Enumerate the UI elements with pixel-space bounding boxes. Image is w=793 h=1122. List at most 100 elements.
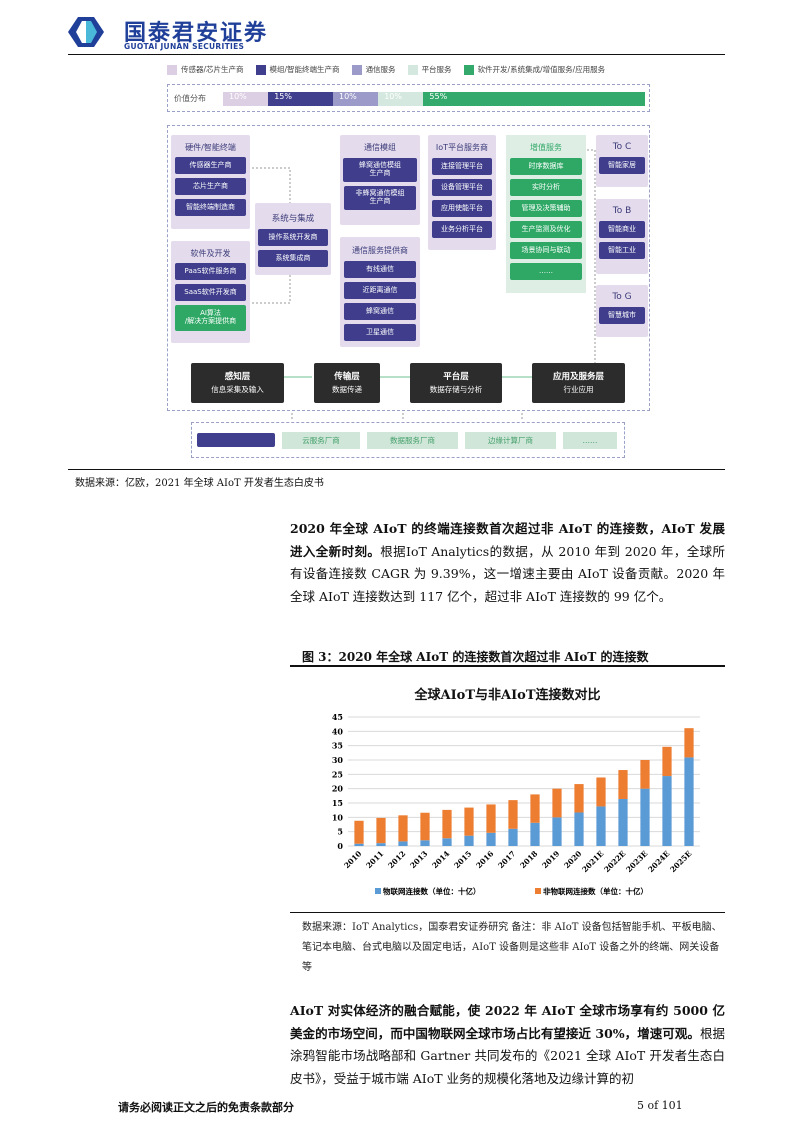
value-distribution: 价值分布 10% 15% 10% 10% 55% xyxy=(167,84,650,112)
footer-disclaimer: 请务必阅读正文之后的免责条款部分 xyxy=(118,1101,294,1114)
value-label: 价值分布 xyxy=(174,94,206,103)
item-box: 卫星通信 xyxy=(344,324,416,341)
connectors xyxy=(248,149,602,421)
layer-transport: 传输层 数据传递 xyxy=(314,363,380,403)
share-software: 55% xyxy=(423,92,645,106)
share-sensor: 10% xyxy=(223,92,269,106)
legend-item: 模组/智能终端生产商 xyxy=(255,64,340,75)
item-box: 智能工业 xyxy=(599,242,645,259)
item-box: 芯片生产商 xyxy=(175,178,246,195)
bar-iot xyxy=(684,757,694,846)
vendor-edge: 边缘计算厂商 xyxy=(465,432,556,449)
bar-iot xyxy=(486,832,496,846)
paragraph-body: 根据涂鸦智能市场战略部和 Gartner 共同发布的《2021 全球 AIoT … xyxy=(290,1025,725,1086)
item-box: AI算法 /解决方案提供商 xyxy=(175,305,246,331)
x-tick-label: 2015 xyxy=(452,849,473,870)
share-comm: 10% xyxy=(333,92,379,106)
to-b-panel: To B 智能商业 智能工业 xyxy=(596,199,648,274)
item-box: 实时分析 xyxy=(510,179,582,196)
y-tick-label: 20 xyxy=(332,784,344,794)
figure-title: 图 3：2020 年全球 AIoT 的连接数首次超过非 AIoT 的连接数 xyxy=(302,650,649,664)
x-tick-label: 2016 xyxy=(474,849,495,870)
item-box: 蜂窝通信模组 生产商 xyxy=(343,158,417,182)
bar-iot xyxy=(464,835,474,846)
panel-title: IoT平台服务商 xyxy=(435,143,489,152)
vendor-data: 数据服务厂商 xyxy=(367,432,458,449)
bar-iot xyxy=(376,843,386,846)
x-tick-label: 2012 xyxy=(386,849,407,870)
item-box: 设备管理平台 xyxy=(432,179,492,196)
item-box: 生产监测及优化 xyxy=(510,221,582,238)
source-rule xyxy=(68,469,725,470)
bar-non-iot xyxy=(464,807,474,836)
y-tick-label: 5 xyxy=(337,827,343,837)
y-tick-label: 35 xyxy=(332,741,343,751)
bar-non-iot xyxy=(596,777,606,807)
bar-non-iot xyxy=(442,809,452,839)
software-panel: 软件及开发 PaaS软件服务商 SaaS软件开发商 AI算法 /解决方案提供商 xyxy=(171,241,250,343)
x-tick-label: 2023E xyxy=(624,849,649,874)
item-box: 管理及决策辅助 xyxy=(510,200,582,217)
iot-platform-panel: IoT平台服务商 连接管理平台 设备管理平台 应用使能平台 业务分析平台 xyxy=(428,135,496,250)
bar-non-iot xyxy=(530,794,540,823)
paragraph-lead: 2020 年全球 AIoT 的终端连接数首次超过非 AIoT 的连接数，AIoT… xyxy=(290,521,725,559)
chart-source-note: 数据来源：IoT Analytics，国泰君安证券研究 备注：非 AIoT 设备… xyxy=(302,922,722,973)
legend-label: 非物联网连接数（单位：十亿） xyxy=(543,886,648,896)
value-legend: 传感器/芯片生产商 模组/智能终端生产商 通信服务 平台服务 软件开发/系统集成… xyxy=(167,64,605,75)
bar-non-iot xyxy=(354,820,364,844)
logo-mark-icon xyxy=(68,17,104,47)
bar-iot xyxy=(508,828,518,846)
bar-non-iot xyxy=(662,746,672,777)
layer-platform: 平台层 数据存储与分析 xyxy=(410,363,502,403)
bar-iot xyxy=(618,798,628,846)
item-box: 智能家居 xyxy=(599,157,645,174)
vendor-box xyxy=(191,422,625,458)
bar-non-iot xyxy=(640,760,650,789)
bar-iot xyxy=(596,806,606,846)
bar-iot xyxy=(662,776,672,846)
item-box: 近距离通信 xyxy=(344,282,416,299)
legend-swatch xyxy=(375,888,381,894)
legend-label: 物联网连接数（单位：十亿） xyxy=(383,886,481,896)
logo: 国泰君安证券 GUOTAI JUNAN SECURITIES xyxy=(68,15,288,51)
item-box: 智能终端制造商 xyxy=(175,199,246,216)
item-box: 操作系统开发商 xyxy=(258,229,328,246)
y-tick-label: 10 xyxy=(332,812,344,822)
layer-perception: 感知层 信息采集及输入 xyxy=(191,363,284,403)
item-box: 蜂窝通信 xyxy=(344,303,416,320)
legend-item: 传感器/芯片生产商 xyxy=(167,64,244,75)
vendor-cloud: 云服务厂商 xyxy=(282,432,360,449)
item-box: 智慧城市 xyxy=(599,307,645,324)
comm-module-panel: 通信模组 蜂窝通信模组 生产商 非蜂窝通信模组 生产商 xyxy=(340,135,420,225)
page-number: 5 of 101 xyxy=(637,1099,683,1112)
paragraph-1: 2020 年全球 AIoT 的终端连接数首次超过非 AIoT 的连接数，AIoT… xyxy=(290,518,725,608)
y-tick-label: 0 xyxy=(337,841,343,851)
bar-non-iot xyxy=(420,812,430,841)
legend-item: 软件开发/系统集成/增值服务/应用服务 xyxy=(463,64,605,75)
share-platform: 10% xyxy=(378,92,424,106)
paragraph-lead: AIoT 对实体经济的融合赋能，使 2022 年 AIoT 全球市场享有约 50… xyxy=(290,1003,725,1041)
bar-non-iot xyxy=(684,728,694,758)
value-added-panel: 增值服务 时序数据库 实时分析 管理及决策辅助 生产监测及优化 场景协同与联动 … xyxy=(506,135,586,293)
panel-title: 通信模组 xyxy=(364,143,396,152)
vendor-more: …… xyxy=(563,432,617,449)
vendor-bar xyxy=(197,433,275,447)
paragraph-body: 根据IoT Analytics的数据，从 2010 年到 2020 年，全球所有… xyxy=(290,543,725,604)
logo-english: GUOTAI JUNAN SECURITIES xyxy=(124,42,245,51)
bar-non-iot xyxy=(398,815,408,842)
item-box: 非蜂窝通信模组 生产商 xyxy=(344,186,416,210)
legend-item: 平台服务 xyxy=(407,64,452,75)
item-box: …… xyxy=(510,263,582,280)
panel-title: To G xyxy=(612,292,632,302)
item-box: 时序数据库 xyxy=(510,158,582,175)
x-tick-label: 2011 xyxy=(364,849,385,870)
panel-title: To B xyxy=(612,206,632,216)
to-c-panel: To C 智能家居 xyxy=(596,135,648,187)
figure-rule xyxy=(290,665,725,667)
bar-non-iot xyxy=(486,804,496,833)
x-tick-label: 2017 xyxy=(496,849,517,870)
x-tick-label: 2024E xyxy=(646,849,671,874)
x-tick-label: 2025E xyxy=(668,849,693,874)
panel-title: 系统与集成 xyxy=(271,214,315,224)
